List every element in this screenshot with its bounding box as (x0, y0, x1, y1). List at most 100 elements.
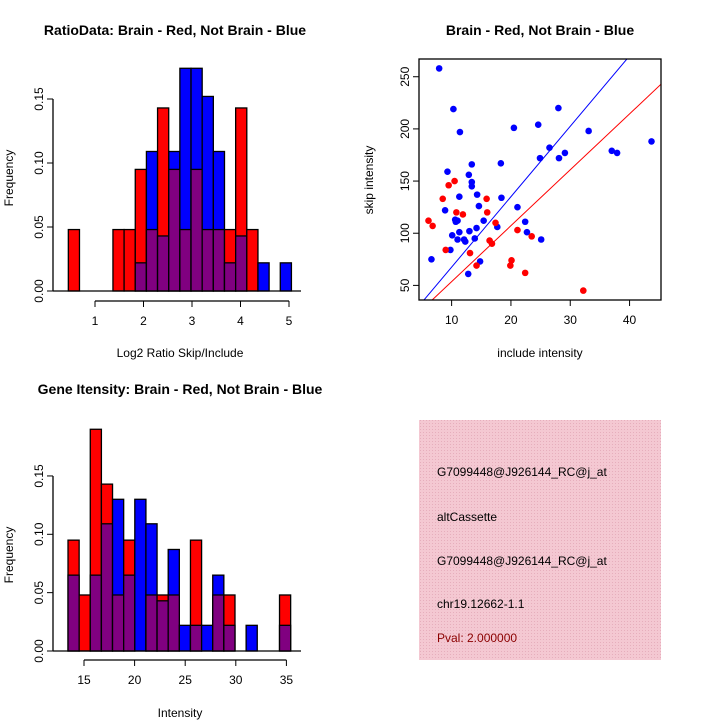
histogram-bar-overlap (212, 228, 226, 292)
histogram-bar-overlap (179, 228, 192, 292)
intensity-hist-ylabel: Frequency (2, 527, 16, 584)
scatter-point-brain (528, 233, 535, 240)
ratio-hist-ylabel: Frequency (2, 150, 16, 207)
scatter-point-not-brain (561, 149, 569, 157)
histogram-bar-brain (67, 228, 81, 292)
scatter-point-not-brain (447, 246, 454, 254)
scatter-ylabel: skip intensity (362, 146, 376, 215)
histogram-bar-overlap (156, 600, 169, 652)
scatter-point-not-brain (510, 124, 518, 132)
y-tick-label: 0.05 (32, 581, 46, 605)
histogram-bar-brain (246, 228, 259, 292)
histogram-bar-overlap (189, 624, 203, 652)
scatter-point-not-brain (441, 206, 449, 214)
location: chr19.12662-1.1 (437, 597, 525, 611)
x-tick-label: 25 (179, 673, 193, 687)
scatter-point-not-brain (464, 270, 472, 278)
scatter-point-not-brain (534, 121, 542, 129)
histogram-bar-not-brain (245, 624, 258, 652)
scatter-point-brain (445, 181, 452, 189)
y-tick-label: 50 (398, 278, 412, 292)
histogram-bar-overlap (145, 594, 158, 652)
scatter-point-brain (488, 240, 496, 247)
histogram-bar-not-brain (134, 498, 147, 652)
histogram-bar-overlap (167, 594, 180, 652)
histogram-bar-overlap (123, 574, 136, 652)
histogram-bar-overlap (223, 262, 237, 292)
histogram-bar-overlap (168, 168, 181, 292)
probe-id: G7099448@J926144_RC@j_at (437, 465, 607, 479)
x-tick-label: 20 (128, 673, 142, 687)
y-tick-label: 0.00 (32, 639, 46, 663)
fit-line-blue (423, 59, 628, 300)
scatter-xlabel: include intensity (497, 346, 582, 360)
x-tick-label: 1 (92, 314, 99, 328)
scatter-point-not-brain (648, 138, 655, 145)
scatter-point-not-brain (473, 224, 480, 232)
scatter-point-brain (473, 262, 480, 269)
intensity-hist-xlabel: Intensity (158, 706, 203, 720)
x-tick-label: 20 (504, 313, 518, 327)
scatter-point-not-brain (608, 147, 616, 155)
y-tick-label: 0.15 (32, 87, 46, 111)
scatter-point-not-brain (428, 256, 435, 263)
y-tick-label: 0.10 (32, 151, 46, 175)
x-tick-label: 2 (140, 314, 147, 328)
scatter-point-brain (508, 257, 515, 264)
scatter-point-brain (451, 177, 458, 185)
scatter-point-not-brain (555, 154, 563, 162)
scatter-point-brain (492, 219, 499, 227)
probe-id-2: G7099448@J926144_RC@j_at (437, 554, 607, 568)
scatter-point-not-brain (514, 203, 521, 211)
histogram-bar-overlap (212, 594, 225, 652)
intensity-histogram: 0.00 0.05 0.10 0.15 15 20 25 30 35 (32, 428, 301, 687)
intensity-hist-title: Gene Itensity: Brain - Red, Not Brain - … (38, 381, 323, 397)
scatter-point-brain (521, 269, 529, 277)
x-tick-label: 3 (189, 314, 196, 328)
scatter-point-brain (425, 217, 432, 225)
scatter-point-not-brain (456, 128, 464, 136)
x-tick-label: 35 (280, 673, 294, 687)
histogram-bar-not-brain (200, 624, 214, 652)
scatter-point-not-brain (521, 218, 529, 226)
scatter-point-not-brain (454, 236, 461, 243)
y-tick-label: 0.05 (32, 215, 46, 239)
scatter-point-brain (579, 287, 587, 294)
pval: Pval: 2.000000 (437, 631, 517, 645)
scatter-point-not-brain (480, 217, 487, 225)
histogram-bar-not-brain (257, 262, 270, 292)
scatter-point-not-brain (555, 104, 562, 112)
scatter-point-not-brain (475, 202, 483, 210)
scatter-point-brain (507, 262, 514, 269)
scatter-point-brain (429, 222, 436, 230)
fit-line-red (431, 83, 661, 300)
scatter-point-brain (483, 195, 490, 203)
x-tick-label: 30 (564, 313, 578, 327)
y-tick-label: 200 (398, 119, 412, 139)
scatter-point-not-brain (456, 193, 463, 201)
histogram-bar-not-brain (178, 624, 192, 652)
ratio-hist-xlabel: Log2 Ratio Skip/Include (117, 346, 244, 360)
scatter-point-brain (453, 209, 460, 216)
plot-frame (418, 58, 662, 301)
scatter-point-not-brain (468, 161, 476, 168)
scatter-point-not-brain (468, 182, 476, 190)
x-tick-label: 40 (623, 313, 637, 327)
scatter-point-not-brain (444, 168, 451, 175)
histogram-bar-overlap (278, 624, 292, 652)
scatter-point-brain (514, 226, 521, 234)
histogram-bar-overlap (89, 574, 103, 652)
scatter-point-brain (442, 246, 449, 254)
scatter-point-brain (483, 209, 491, 216)
histogram-bar-overlap (145, 228, 159, 292)
y-tick-label: 0.00 (32, 279, 46, 303)
histogram-bar-not-brain (279, 262, 293, 292)
histogram-bar-overlap (67, 574, 80, 652)
y-tick-label: 150 (398, 171, 412, 191)
info-panel-background (419, 420, 661, 660)
scatter-point-not-brain (498, 194, 505, 202)
event-type: altCassette (437, 510, 497, 524)
scatter-point-not-brain (435, 65, 443, 72)
scatter-point-brain (466, 249, 474, 257)
x-tick-label: 15 (77, 673, 91, 687)
